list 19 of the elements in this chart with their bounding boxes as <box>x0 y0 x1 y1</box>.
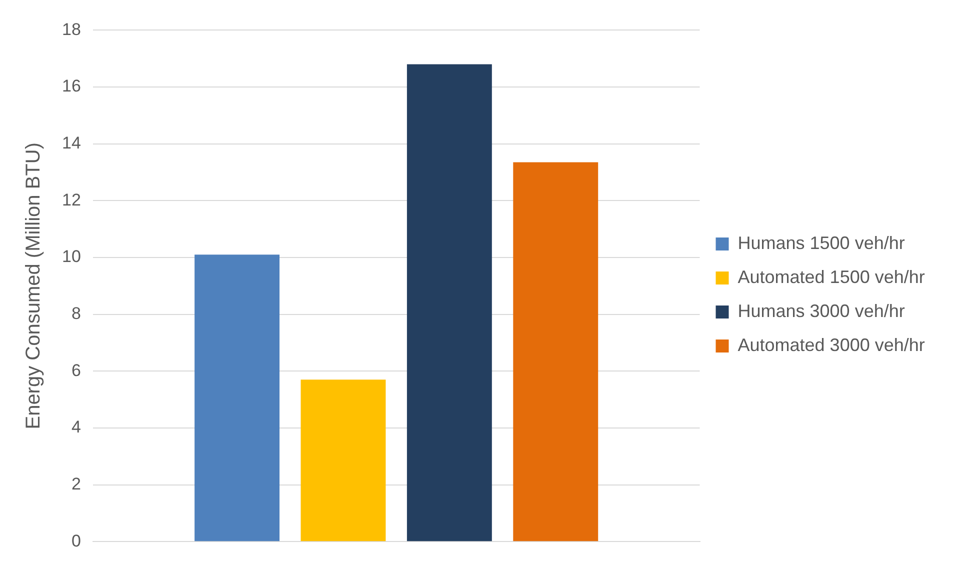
bar <box>406 64 492 542</box>
legend-label: Humans 1500 veh/hr <box>738 232 905 253</box>
y-tick-label: 16 <box>62 76 81 96</box>
bar <box>513 162 598 542</box>
bar <box>194 254 280 542</box>
y-tick-label: 18 <box>62 20 81 39</box>
y-tick-label: 14 <box>62 134 81 153</box>
bar <box>300 380 386 542</box>
y-tick-label: 6 <box>71 360 81 380</box>
legend-label: Humans 3000 veh/hr <box>738 300 905 321</box>
y-tick-label: 10 <box>62 247 81 266</box>
y-axis-title: Energy Consumed (Million BTU) <box>22 142 45 430</box>
y-tick-label: 2 <box>71 474 81 494</box>
y-tick-label: 8 <box>71 304 81 323</box>
y-tick-label: 0 <box>71 531 81 550</box>
y-tick-label: 4 <box>71 418 81 437</box>
legend-label: Automated 3000 veh/hr <box>738 334 925 355</box>
legend-label: Automated 1500 veh/hr <box>738 266 925 287</box>
y-tick-label: 12 <box>62 190 81 210</box>
